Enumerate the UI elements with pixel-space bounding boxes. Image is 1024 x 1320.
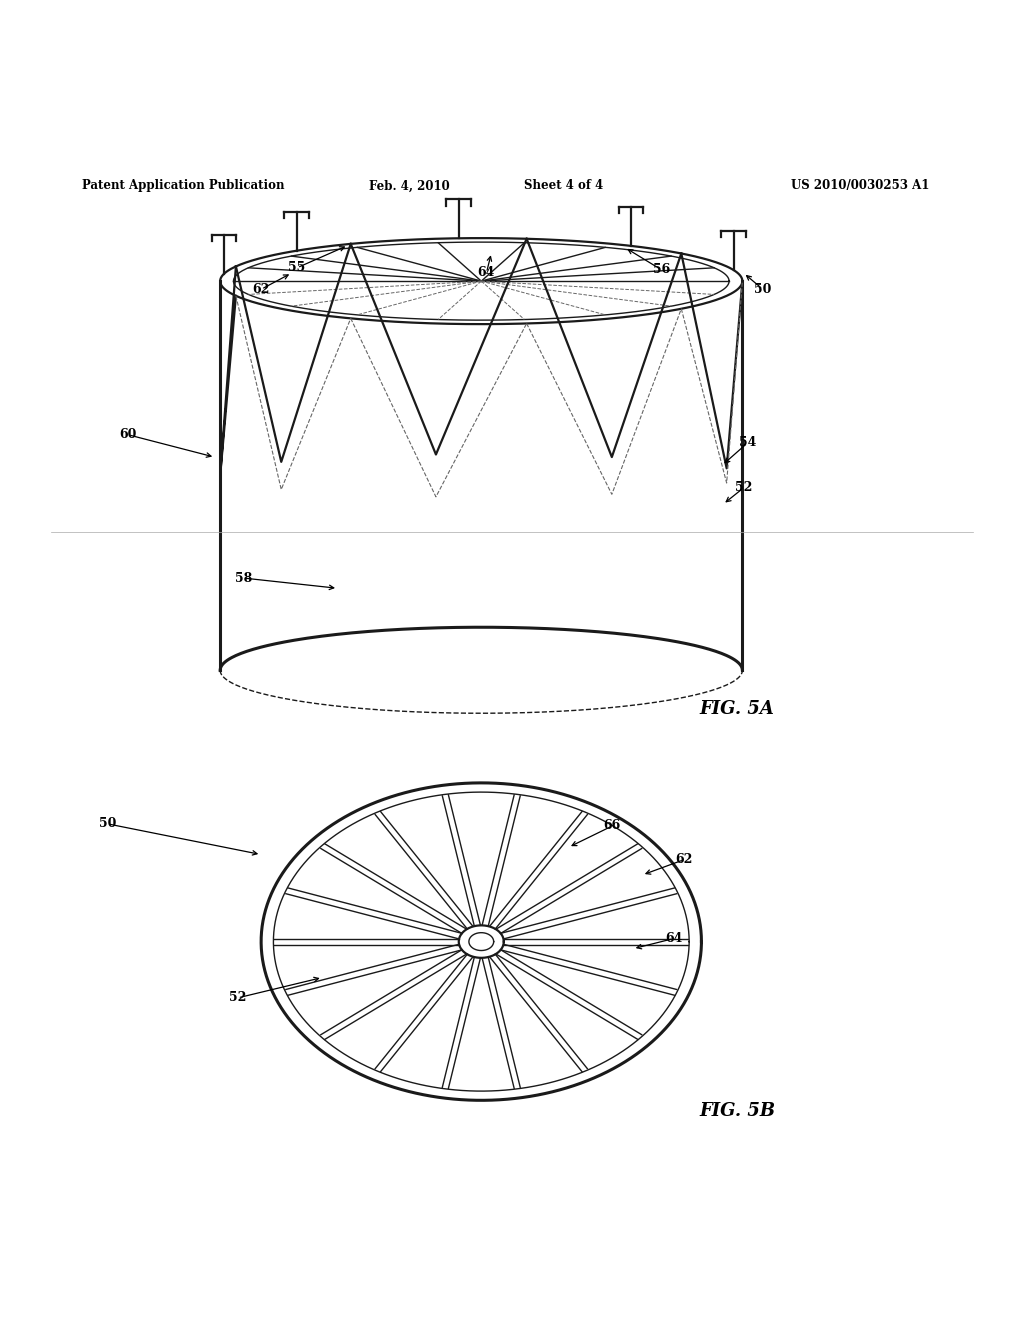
Text: 52: 52 bbox=[229, 991, 246, 1005]
Text: 50: 50 bbox=[755, 282, 771, 296]
Text: Sheet 4 of 4: Sheet 4 of 4 bbox=[523, 180, 603, 193]
Text: 55: 55 bbox=[289, 261, 305, 275]
Text: 64: 64 bbox=[478, 267, 495, 280]
Text: FIG. 5A: FIG. 5A bbox=[699, 700, 775, 718]
Text: 64: 64 bbox=[666, 932, 682, 945]
Text: 62: 62 bbox=[253, 282, 269, 296]
Text: 54: 54 bbox=[739, 437, 756, 449]
Text: 66: 66 bbox=[604, 820, 621, 833]
Text: 62: 62 bbox=[676, 853, 692, 866]
Text: FIG. 5B: FIG. 5B bbox=[699, 1102, 775, 1119]
Text: 60: 60 bbox=[120, 428, 136, 441]
Text: 56: 56 bbox=[653, 264, 670, 276]
Text: 58: 58 bbox=[236, 572, 252, 585]
Text: US 2010/0030253 A1: US 2010/0030253 A1 bbox=[791, 180, 930, 193]
Text: Patent Application Publication: Patent Application Publication bbox=[82, 180, 285, 193]
Text: 52: 52 bbox=[735, 482, 752, 495]
Text: Feb. 4, 2010: Feb. 4, 2010 bbox=[370, 180, 450, 193]
Text: 50: 50 bbox=[99, 817, 116, 830]
